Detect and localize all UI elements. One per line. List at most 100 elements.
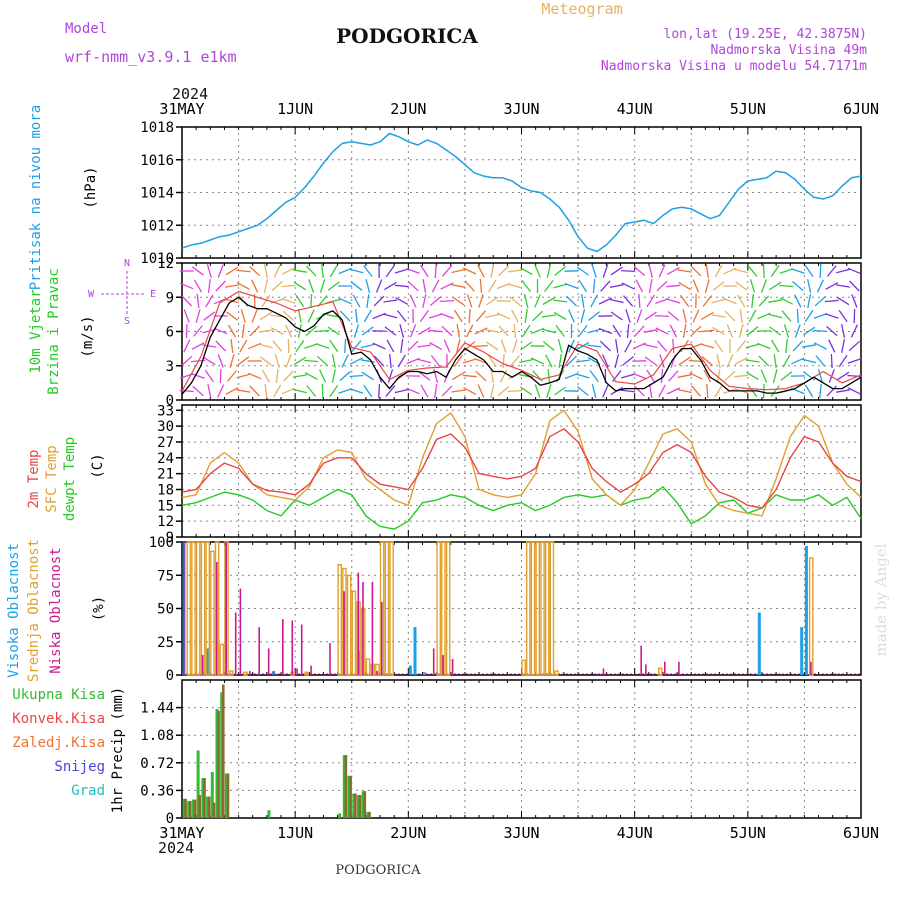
model-altitude: Nadmorska Visina u modelu 54.7171m bbox=[601, 59, 867, 74]
time-label-bottom: 31MAY bbox=[159, 824, 204, 842]
wind-barb bbox=[785, 338, 788, 354]
wind-barb bbox=[611, 370, 622, 382]
wind-barb bbox=[757, 342, 771, 350]
wind-barb bbox=[610, 266, 623, 276]
compass-s: S bbox=[124, 316, 130, 327]
wind-barb bbox=[407, 280, 419, 292]
wind-barb bbox=[441, 385, 453, 397]
wind-barb bbox=[633, 266, 646, 276]
cloud-bar-mid bbox=[535, 541, 540, 676]
cloud-bar-low bbox=[810, 661, 812, 675]
wind-barb bbox=[360, 343, 375, 349]
wind-barb bbox=[475, 310, 486, 322]
y-tick-label: 0 bbox=[166, 811, 174, 827]
cloud-bar-high bbox=[206, 648, 210, 675]
cloud-bar-mid bbox=[205, 541, 211, 676]
wind-barb bbox=[406, 267, 420, 275]
wind-barb bbox=[659, 354, 665, 368]
wind-barb bbox=[385, 385, 396, 397]
wind-axis-title-1: 10m Vjetar bbox=[28, 289, 44, 373]
precip-bar-conv bbox=[193, 799, 197, 818]
wind-barb bbox=[668, 370, 679, 382]
wind-barb bbox=[836, 284, 851, 288]
cloud-bar-mid bbox=[445, 541, 451, 676]
wind-barb bbox=[542, 296, 556, 306]
wind-gust-line bbox=[181, 290, 862, 392]
wind-barb bbox=[361, 326, 374, 336]
wind-barb bbox=[409, 324, 417, 338]
wind-barb bbox=[249, 325, 260, 337]
wind-barb bbox=[655, 327, 669, 335]
cloud-bar-mid bbox=[526, 541, 531, 676]
wind-barb bbox=[692, 309, 700, 323]
cloud-bar-low bbox=[357, 572, 360, 675]
wind-barb bbox=[226, 311, 238, 321]
wind-barb bbox=[409, 294, 417, 308]
wind-barb bbox=[273, 264, 281, 278]
panel-frame bbox=[181, 679, 862, 819]
cloud-bar-mid bbox=[658, 667, 663, 676]
wind-barb bbox=[648, 264, 653, 278]
wind-barb bbox=[711, 298, 726, 304]
wind-barb bbox=[378, 383, 381, 399]
wind-barb bbox=[621, 269, 636, 273]
wind-barb bbox=[281, 387, 296, 395]
wind-barb bbox=[213, 327, 228, 335]
wind-barb bbox=[509, 355, 520, 367]
wind-barb bbox=[591, 264, 597, 278]
wind-barb bbox=[737, 294, 746, 308]
wind-barb bbox=[564, 282, 579, 290]
y-tick-label: 3 bbox=[166, 359, 174, 375]
wind-barb bbox=[236, 282, 250, 290]
precip-legend-1: Ukupna Kisa bbox=[12, 687, 105, 703]
panel-pressure: 1010 1012 1014 1016 1018 Pritisak na nivou mo… bbox=[28, 105, 862, 290]
wind-barb bbox=[623, 295, 634, 307]
wind-barb bbox=[488, 279, 497, 293]
wind-barb bbox=[500, 339, 507, 353]
cloud-bar-high bbox=[413, 627, 417, 675]
coords: lon,lat (19.25E, 42.3875N) bbox=[664, 27, 868, 42]
wind-barb bbox=[264, 384, 268, 398]
wind-barb bbox=[329, 384, 339, 398]
temp-2m-line bbox=[181, 428, 862, 509]
wind-barb bbox=[836, 371, 850, 381]
wind-barb bbox=[258, 343, 273, 349]
wind-barb bbox=[779, 284, 794, 288]
wind-barb bbox=[418, 326, 431, 336]
wind-barb bbox=[406, 357, 420, 365]
y-tick-label: 33 bbox=[157, 403, 174, 419]
wind-barb bbox=[734, 374, 749, 378]
cloud-bar-low bbox=[300, 624, 303, 675]
precip-bar-total bbox=[196, 750, 200, 818]
wind-barb bbox=[394, 388, 409, 394]
wind-barb bbox=[512, 339, 518, 353]
wind-barb bbox=[666, 298, 681, 304]
wind-barb bbox=[632, 342, 646, 350]
cloud-axis-title-1: Visoka Oblacnost bbox=[6, 543, 22, 678]
wind-barb bbox=[344, 338, 347, 354]
wind-barb bbox=[227, 370, 237, 382]
precip-bar-total bbox=[206, 796, 210, 818]
wind-barb bbox=[420, 384, 429, 398]
precip-bar-conv bbox=[349, 775, 352, 818]
precip-legend-5: Grad bbox=[71, 783, 105, 799]
wind-barb bbox=[329, 339, 339, 353]
wind-barb bbox=[654, 314, 670, 318]
wind-barb bbox=[815, 355, 826, 367]
y-tick-label: 1016 bbox=[140, 153, 174, 169]
wind-barb bbox=[692, 279, 700, 293]
wind-barb bbox=[745, 359, 760, 363]
wind-barb bbox=[700, 312, 714, 320]
wind-barb bbox=[553, 299, 568, 303]
wind-barb bbox=[417, 358, 432, 364]
wind-barb bbox=[237, 356, 250, 366]
wind-barb bbox=[690, 385, 702, 397]
wind-barb bbox=[468, 308, 471, 324]
cloud-bar-low bbox=[432, 648, 435, 675]
wind-barb bbox=[781, 310, 792, 322]
wind-barb bbox=[655, 297, 669, 305]
wind-barb bbox=[434, 263, 437, 279]
wind-barb bbox=[180, 282, 194, 290]
temp-unit: (C) bbox=[90, 453, 106, 478]
wind-barb bbox=[236, 269, 251, 273]
